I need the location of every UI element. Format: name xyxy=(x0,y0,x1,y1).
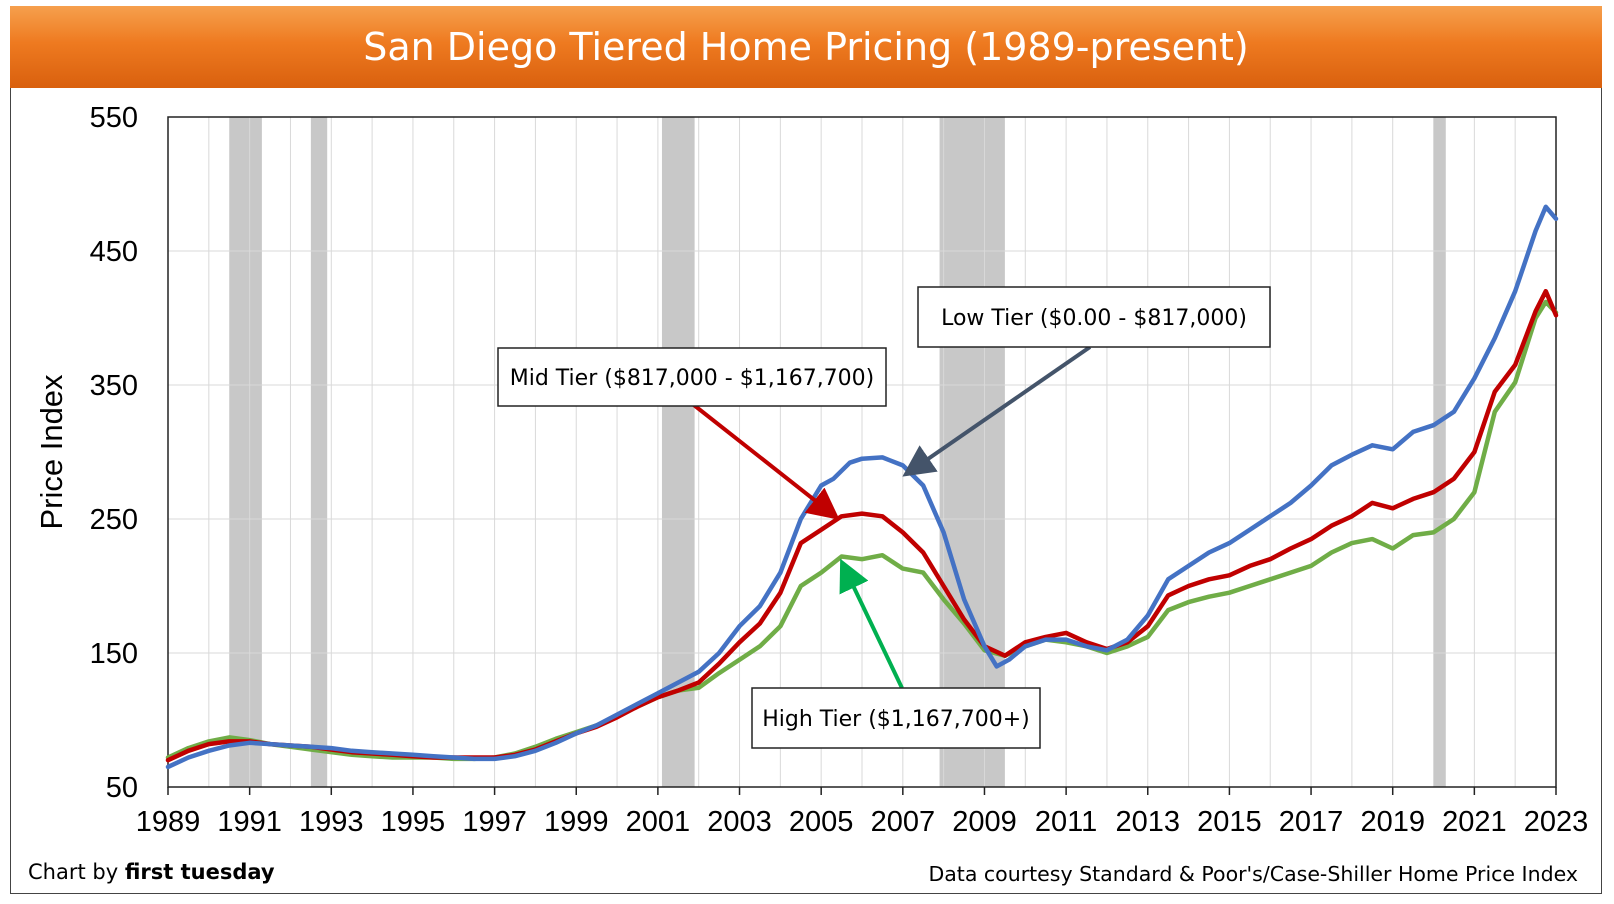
x-tick-label: 2017 xyxy=(1279,806,1344,838)
x-tick-label: 2009 xyxy=(952,806,1017,838)
x-tick-label: 1995 xyxy=(381,806,446,838)
x-tick-label: 2011 xyxy=(1035,806,1097,838)
x-tick-label: 2001 xyxy=(626,806,691,838)
x-tick-label: 1991 xyxy=(217,806,282,838)
x-tick-label: 1997 xyxy=(462,806,527,838)
chart-title-bar: San Diego Tiered Home Pricing (1989-pres… xyxy=(10,6,1602,88)
series-line-low xyxy=(165,204,1559,770)
recession-band-4 xyxy=(1433,117,1446,787)
credit-brand: first tuesday xyxy=(124,860,275,884)
mid-tier-arrow xyxy=(688,400,840,520)
x-tick-label: 2013 xyxy=(1116,806,1181,838)
credit-prefix: Chart by xyxy=(28,860,125,884)
x-tick-label: 1999 xyxy=(544,806,609,838)
x-tick-label: 2023 xyxy=(1524,806,1589,838)
x-tick-label: 2003 xyxy=(707,806,772,838)
high-tier-callout-label: High Tier ($1,167,700+) xyxy=(762,707,1030,732)
x-tick-label: 2019 xyxy=(1360,806,1425,838)
data-source-credit: Data courtesy Standard & Poor's/Case-Shi… xyxy=(928,862,1578,886)
x-tick-label: 2007 xyxy=(871,806,936,838)
y-tick-label: 250 xyxy=(90,504,138,536)
low-tier-arrow xyxy=(902,345,1092,477)
y-tick-label: 550 xyxy=(90,102,138,134)
low-tier-callout-label: Low Tier ($0.00 - $817,000) xyxy=(941,306,1247,331)
y-axis-label: Price Index xyxy=(34,374,69,530)
x-tick-label: 2021 xyxy=(1442,806,1507,838)
x-tick-label: 2015 xyxy=(1197,806,1262,838)
recession-band-0 xyxy=(229,117,262,787)
recession-band-3 xyxy=(939,117,1005,787)
chart-credit: Chart by first tuesday xyxy=(28,860,275,884)
low-tier-callout-box xyxy=(917,286,1271,348)
y-tick-label: 350 xyxy=(90,370,138,402)
y-tick-label: 50 xyxy=(106,772,138,804)
x-tick-label: 2005 xyxy=(789,806,854,838)
x-tick-label: 1993 xyxy=(299,806,364,838)
mid-tier-callout-box xyxy=(497,347,887,407)
plot-border xyxy=(167,116,1557,788)
high-tier-arrow xyxy=(839,558,904,689)
recession-band-1 xyxy=(310,117,328,787)
y-tick-label: 450 xyxy=(90,236,138,268)
y-tick-label: 150 xyxy=(90,638,138,670)
mid-tier-callout-label: Mid Tier ($817,000 - $1,167,700) xyxy=(510,366,875,391)
x-tick-label: 1989 xyxy=(136,806,201,838)
high-tier-callout-box xyxy=(751,687,1041,749)
